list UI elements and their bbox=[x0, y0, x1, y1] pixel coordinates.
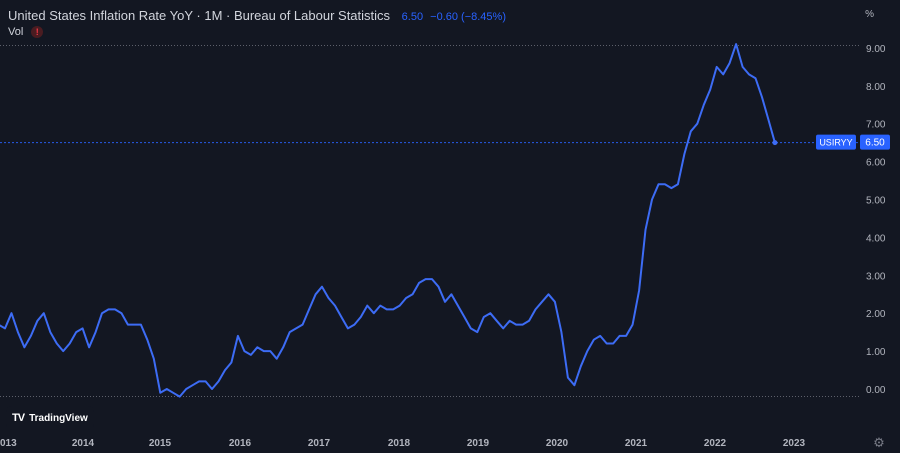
last-point bbox=[772, 140, 778, 146]
x-tick-label: 2014 bbox=[72, 438, 95, 449]
x-tick-label: 2015 bbox=[149, 438, 172, 449]
gear-icon[interactable]: ⚙ bbox=[873, 435, 885, 450]
x-tick-label: 2017 bbox=[308, 438, 331, 449]
y-tick-label: 5.00 bbox=[866, 196, 886, 207]
x-tick-label: 2019 bbox=[467, 438, 490, 449]
tradingview-logo-icon: TV bbox=[12, 412, 25, 424]
chart-series bbox=[0, 43, 778, 398]
warning-icon[interactable]: ! bbox=[31, 26, 44, 38]
y-tick-label: 8.00 bbox=[866, 82, 886, 93]
x-tick-label: 2021 bbox=[625, 438, 648, 449]
last-value-tag-group: USIRYY 6.50 bbox=[816, 134, 890, 150]
value-tag-label: 6.50 bbox=[865, 138, 885, 149]
chart-guides bbox=[0, 45, 860, 397]
y-tick-label: 6.00 bbox=[866, 158, 886, 169]
y-tick-label: 2.00 bbox=[866, 309, 886, 320]
last-value: 6.50 bbox=[401, 11, 424, 23]
y-tick-label: 7.00 bbox=[866, 120, 886, 131]
symbol-tag bbox=[816, 134, 856, 150]
y-tick-label: 1.00 bbox=[866, 347, 886, 358]
volume-legend[interactable]: Vol ! bbox=[8, 26, 44, 38]
y-tick-label: 3.00 bbox=[866, 271, 886, 282]
tradingview-logo[interactable]: TV TradingView bbox=[6, 406, 94, 430]
x-tick-label: 013 bbox=[0, 438, 17, 449]
y-tick-label: 4.00 bbox=[866, 233, 886, 244]
x-tick-label: 2023 bbox=[783, 438, 806, 449]
x-tick-label: 2018 bbox=[388, 438, 411, 449]
x-tick-label: 2022 bbox=[704, 438, 727, 449]
logo-text: TradingView bbox=[29, 412, 88, 424]
x-tick-label: 2020 bbox=[546, 438, 569, 449]
chart-header: United States Inflation Rate YoY · 1M · … bbox=[8, 8, 506, 24]
unit-label: % bbox=[865, 9, 874, 20]
chart-title: United States Inflation Rate YoY · 1M · … bbox=[8, 8, 391, 23]
y-tick-label: 9.00 bbox=[866, 44, 886, 55]
last-quote: 6.50 −0.60 (−8.45%) bbox=[402, 11, 506, 23]
symbol-tag-label: USIRYY bbox=[819, 138, 852, 148]
vol-label: Vol bbox=[8, 26, 24, 38]
change-value: −0.60 (−8.45%) bbox=[430, 11, 506, 23]
series-line-usiryy bbox=[0, 43, 776, 398]
x-axis-ticks: 013 2014 2015 2016 2017 2018 2019 2020 2021 2022 2… bbox=[0, 438, 806, 449]
y-tick-label: 0.00 bbox=[866, 385, 886, 396]
value-tag bbox=[860, 134, 890, 150]
y-axis-ticks: 9.00 8.00 7.00 6.00 5.00 4.00 3.00 2.00 1.00 0.00 bbox=[866, 44, 886, 396]
x-tick-label: 2016 bbox=[229, 438, 252, 449]
